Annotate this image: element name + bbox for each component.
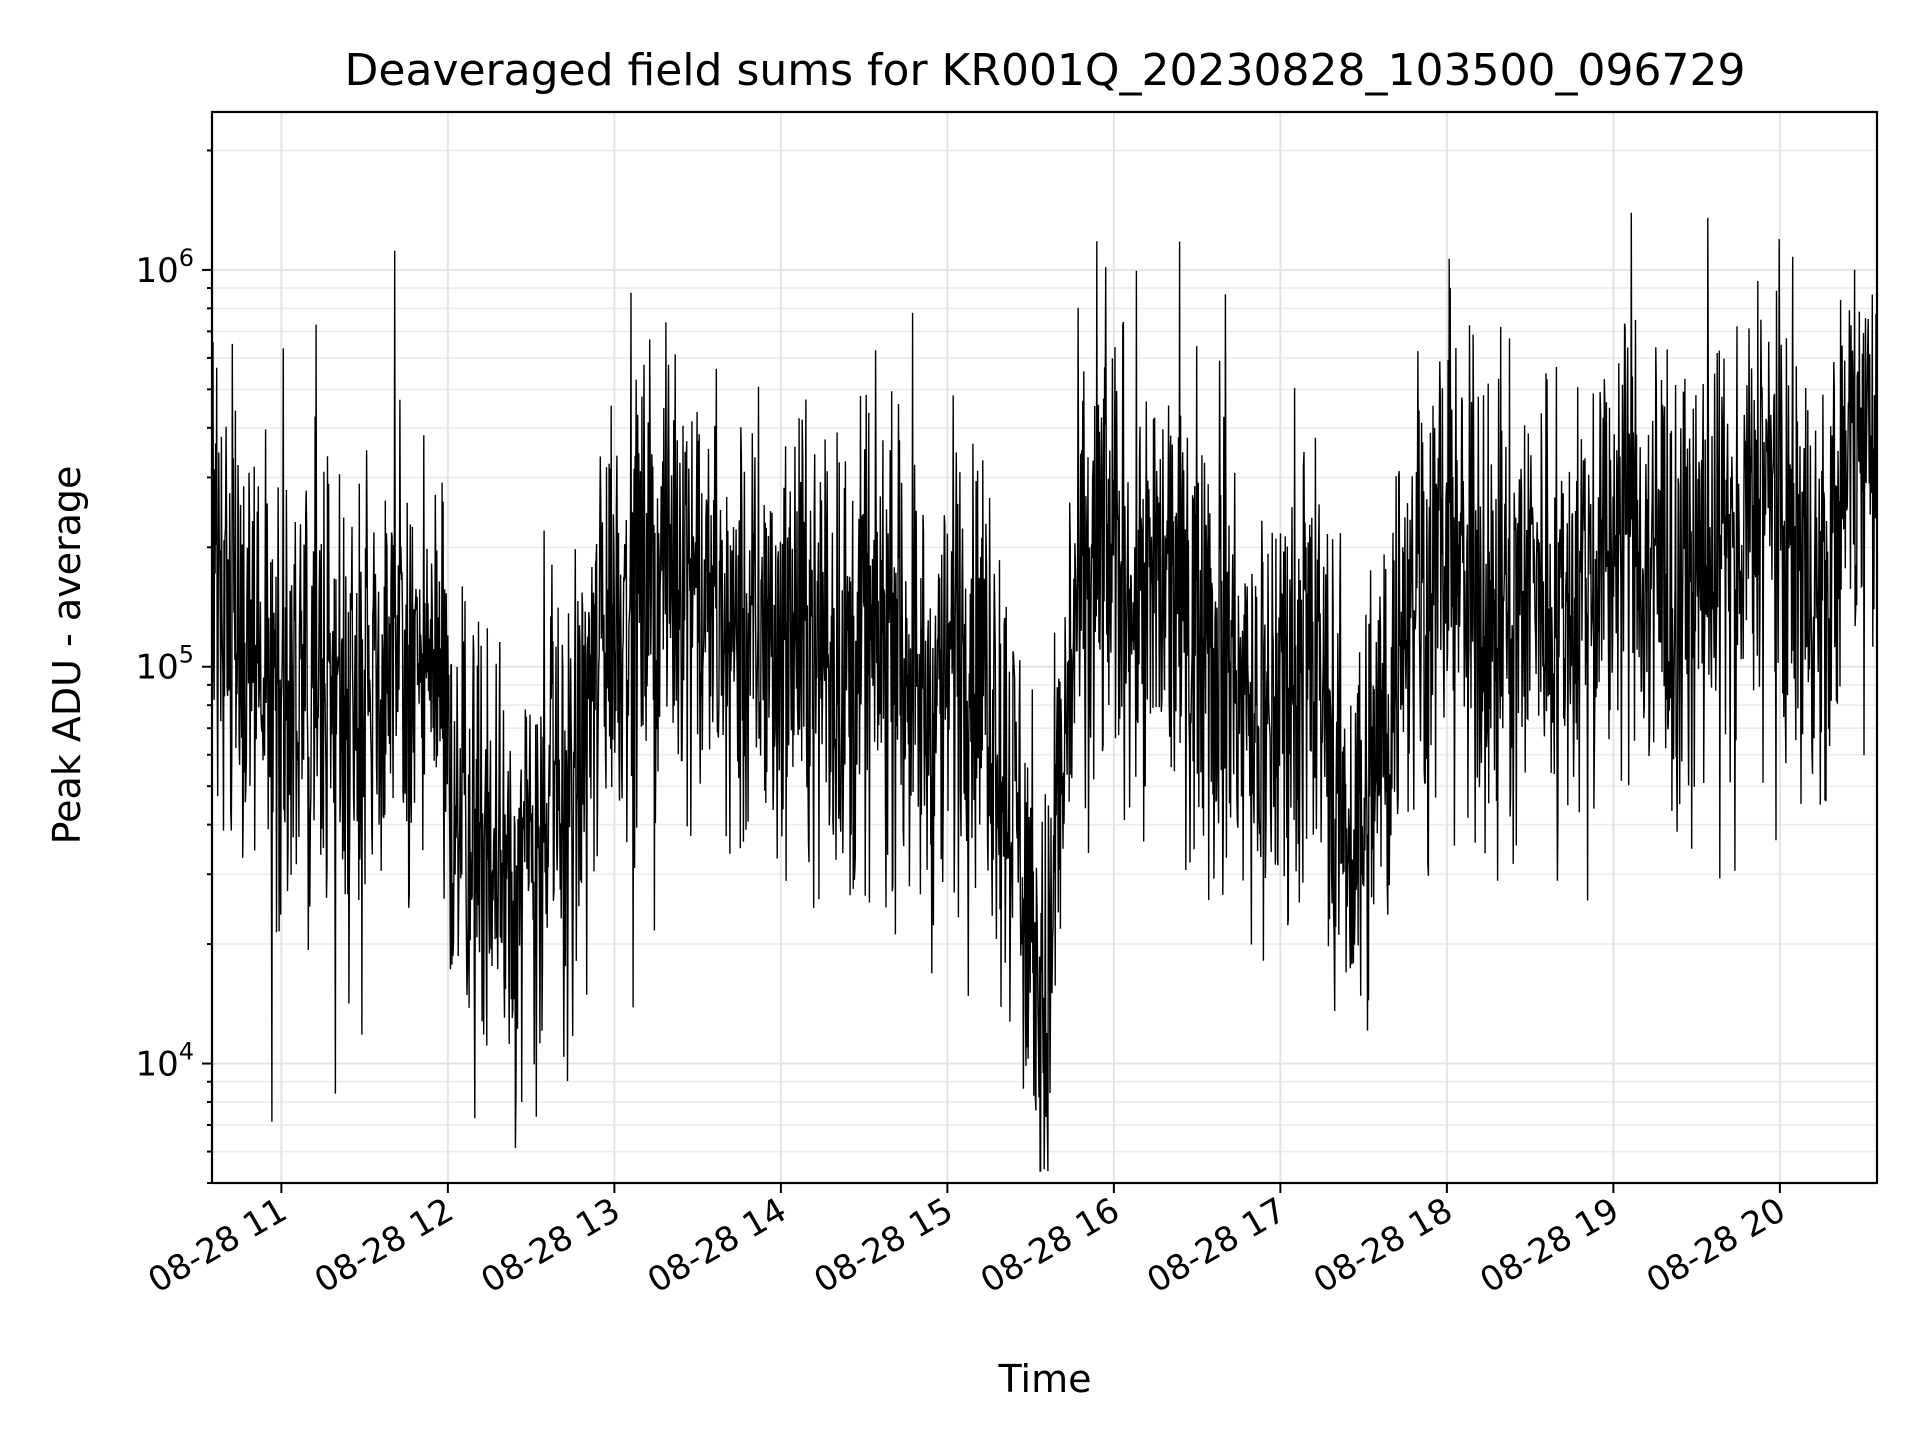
y-tick-base: 10: [135, 648, 178, 688]
y-tick-base: 10: [135, 251, 178, 291]
chart-title: Deaveraged field sums for KR001Q_2023082…: [345, 45, 1746, 96]
y-tick-label: 105: [135, 641, 194, 688]
axes-frame: [210, 110, 1879, 1185]
y-tick-base: 10: [135, 1045, 178, 1085]
y-tick-exponent: 6: [179, 244, 194, 272]
x-axis-label: Time: [998, 1357, 1092, 1401]
y-axis-label: Peak ADU - average: [45, 466, 89, 845]
y-tick-exponent: 4: [179, 1038, 194, 1066]
y-tick-exponent: 5: [179, 641, 194, 669]
series-line: [211, 212, 1878, 1172]
y-tick-label: 106: [135, 244, 194, 291]
y-tick-label: 104: [135, 1038, 194, 1085]
